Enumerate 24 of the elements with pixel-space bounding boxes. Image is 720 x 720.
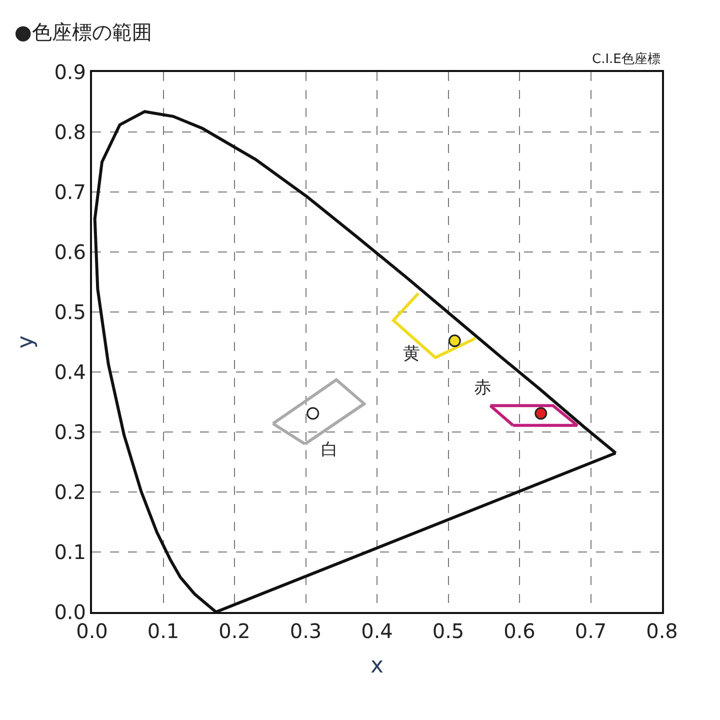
text: C.I.E色座標	[592, 51, 660, 67]
chart-title: ●色座標の範囲	[14, 20, 152, 44]
y-tick-label: 0.7	[54, 180, 86, 204]
x-tick-label: 0.2	[218, 619, 250, 643]
x-tick-label: 0.1	[147, 619, 180, 643]
y-tick-label: 0.6	[54, 240, 86, 264]
y-tick-label: 0.2	[54, 480, 86, 504]
y-tick-label: 0.8	[54, 120, 86, 144]
x-tick-label: 0.8	[646, 619, 678, 643]
y-tick-label: 0.3	[54, 420, 86, 444]
y-tick-label: 0.1	[54, 540, 86, 564]
series-label: 赤	[474, 378, 491, 398]
series-label: 黄	[403, 344, 420, 364]
y-axis-title: y	[13, 335, 38, 349]
series-label: 白	[321, 440, 338, 460]
x-axis-title: x	[370, 653, 384, 678]
x-tick-label: 0.4	[361, 619, 393, 643]
y-tick-label: 0.4	[54, 360, 86, 384]
x-tick-label: 0.3	[290, 619, 322, 643]
x-tick-label: 0.5	[432, 619, 464, 643]
x-tick-label: 0.6	[504, 619, 536, 643]
y-tick-label: 0.9	[54, 60, 86, 84]
y-tick-label: 0.5	[54, 300, 86, 324]
x-tick-label: 0.7	[574, 619, 607, 643]
